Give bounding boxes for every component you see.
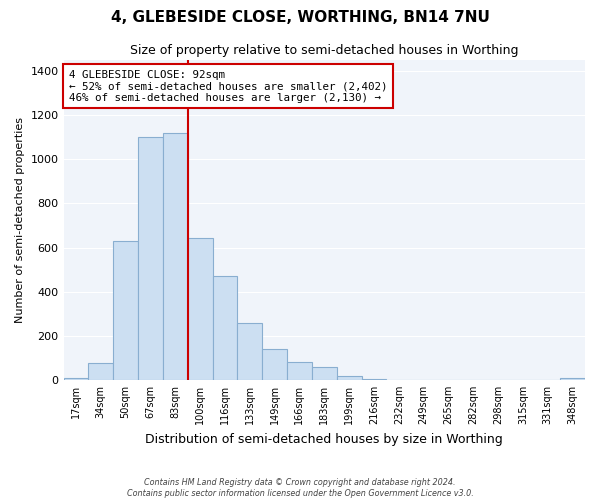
Bar [163,133,188,380]
Bar [138,137,163,380]
Bar [238,322,262,380]
X-axis label: Distribution of semi-detached houses by size in Worthing: Distribution of semi-detached houses by … [145,432,503,446]
Title: Size of property relative to semi-detached houses in Worthing: Size of property relative to semi-detach… [130,44,518,58]
Text: 4, GLEBESIDE CLOSE, WORTHING, BN14 7NU: 4, GLEBESIDE CLOSE, WORTHING, BN14 7NU [110,10,490,25]
Text: Contains HM Land Registry data © Crown copyright and database right 2024.
Contai: Contains HM Land Registry data © Crown c… [127,478,473,498]
Bar [88,364,113,380]
Bar [560,378,585,380]
Bar [287,362,312,380]
Bar [362,379,386,380]
Y-axis label: Number of semi-detached properties: Number of semi-detached properties [15,117,25,323]
Bar [337,376,362,380]
Bar [312,367,337,380]
Bar [64,378,88,380]
Bar [212,276,238,380]
Bar [188,238,212,380]
Bar [262,349,287,380]
Bar [113,241,138,380]
Text: 4 GLEBESIDE CLOSE: 92sqm
← 52% of semi-detached houses are smaller (2,402)
46% o: 4 GLEBESIDE CLOSE: 92sqm ← 52% of semi-d… [69,70,387,103]
